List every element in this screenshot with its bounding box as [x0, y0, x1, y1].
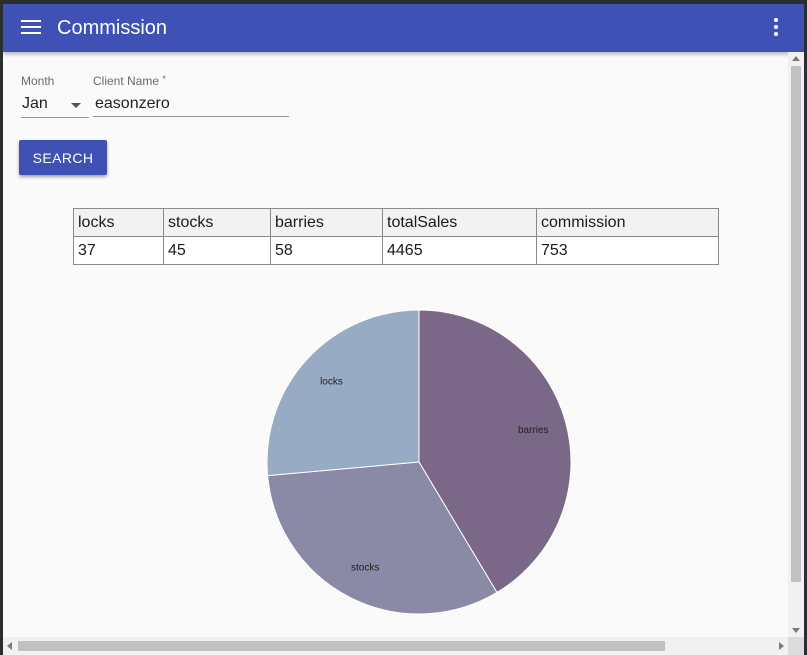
cell-barries: 58: [270, 236, 383, 265]
cell-locks: 37: [73, 236, 164, 265]
scrollbar-corner: [788, 637, 804, 655]
pie-slice-locks: [266, 309, 420, 477]
vertical-scrollbar[interactable]: [788, 52, 804, 637]
horizontal-scrollbar[interactable]: [3, 637, 788, 655]
cell-commission: 753: [536, 236, 719, 265]
table-header-row: locks stocks barries totalSales commissi…: [73, 208, 719, 237]
scroll-up-icon[interactable]: [792, 56, 800, 61]
pie-label-locks: locks: [320, 377, 343, 388]
header-stocks: stocks: [163, 208, 271, 237]
client-name-input[interactable]: [93, 91, 289, 117]
header-barries: barries: [270, 208, 383, 237]
client-name-label-text: Client Name: [93, 74, 160, 88]
pie-slice-barries: [418, 309, 572, 594]
vertical-scroll-thumb[interactable]: [791, 66, 801, 582]
main-content: Month Jan Client Name * SEARCH locks sto…: [3, 52, 788, 637]
sales-pie-chart: barries stocks locks: [266, 309, 572, 615]
month-label: Month: [21, 74, 55, 88]
more-vert-icon[interactable]: [772, 18, 780, 38]
scroll-left-icon[interactable]: [7, 642, 12, 650]
cell-total-sales: 4465: [382, 236, 537, 265]
app-window: Commission Month Jan Client Name * SEARC…: [3, 4, 804, 655]
page-title: Commission: [57, 17, 168, 39]
pie-label-barries: barries: [518, 425, 549, 436]
month-select[interactable]: Jan: [21, 93, 89, 118]
required-mark: *: [162, 74, 166, 84]
month-select-value: Jan: [22, 95, 48, 112]
commission-table: locks stocks barries totalSales commissi…: [73, 208, 719, 265]
table-row: 37 45 58 4465 753: [73, 236, 719, 265]
horizontal-scroll-thumb[interactable]: [18, 641, 665, 651]
app-bar: Commission: [3, 4, 804, 52]
pie-label-stocks: stocks: [351, 562, 379, 573]
search-button[interactable]: SEARCH: [19, 140, 107, 175]
cell-stocks: 45: [163, 236, 271, 265]
scroll-down-icon[interactable]: [792, 628, 800, 633]
scroll-right-icon[interactable]: [779, 642, 784, 650]
header-commission: commission: [536, 208, 719, 237]
chevron-down-icon: [71, 103, 81, 108]
header-locks: locks: [73, 208, 164, 237]
client-name-label: Client Name *: [93, 74, 166, 88]
hamburger-menu-icon[interactable]: [21, 20, 41, 36]
header-total-sales: totalSales: [382, 208, 537, 237]
pie-slice-stocks: [267, 461, 498, 615]
